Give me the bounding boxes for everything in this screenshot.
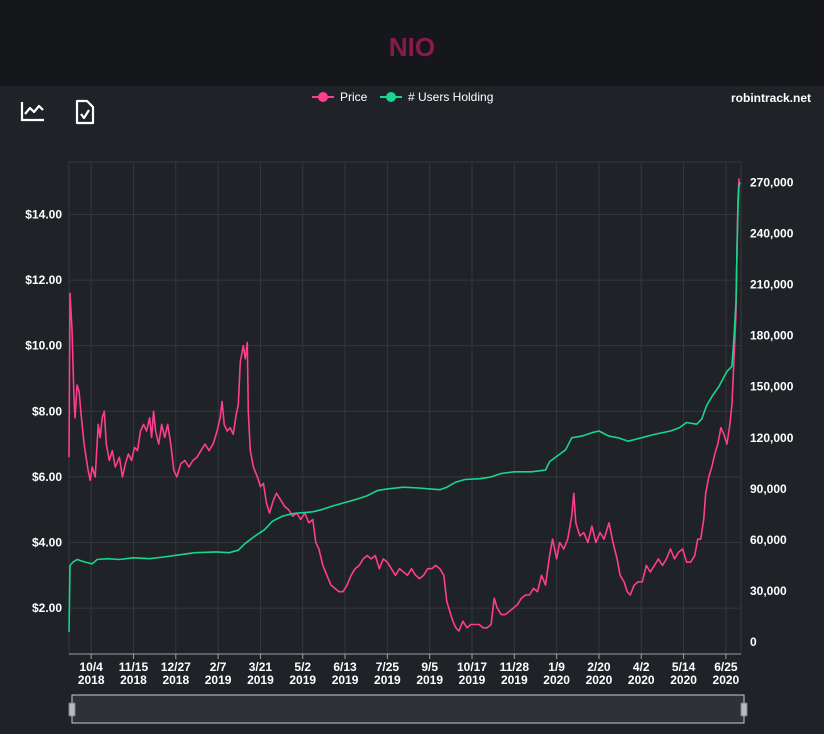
x-tick-year-label: 2019 <box>416 673 443 687</box>
range-slider-left-handle[interactable] <box>68 702 76 717</box>
x-tick-label: 5/2 <box>294 660 311 674</box>
x-tick-label: 1/9 <box>548 660 565 674</box>
x-tick-year-label: 2019 <box>332 673 359 687</box>
x-tick-year-label: 2018 <box>78 673 105 687</box>
y-left-tick-label: $4.00 <box>32 535 62 549</box>
x-tick-label: 5/14 <box>672 660 696 674</box>
brand-label: robintrack.net <box>730 91 811 105</box>
y-left-tick-label: $12.00 <box>25 273 62 287</box>
x-tick-label: 7/25 <box>376 660 400 674</box>
y-right-tick-label: 180,000 <box>750 329 794 343</box>
legend-users-holding[interactable]: # Users Holding <box>408 90 493 104</box>
y-left-tick-label: $8.00 <box>32 404 62 418</box>
x-tick-label: 4/2 <box>633 660 650 674</box>
x-tick-label: 6/25 <box>714 660 738 674</box>
x-tick-year-label: 2019 <box>205 673 232 687</box>
y-left-tick-label: $14.00 <box>25 207 62 221</box>
x-tick-label: 11/15 <box>119 660 149 674</box>
users-holding-series-line <box>68 182 741 632</box>
y-right-tick-label: 270,000 <box>750 175 794 189</box>
y-right-tick-label: 240,000 <box>750 227 794 241</box>
x-tick-year-label: 2019 <box>501 673 528 687</box>
x-tick-label: 6/13 <box>333 660 357 674</box>
x-tick-year-label: 2019 <box>289 673 316 687</box>
x-tick-year-label: 2020 <box>670 673 697 687</box>
price-series-line <box>68 178 740 632</box>
x-tick-label: 2/7 <box>210 660 227 674</box>
x-tick-label: 3/21 <box>249 660 273 674</box>
document-check-icon[interactable] <box>75 99 95 130</box>
x-tick-year-label: 2020 <box>543 673 570 687</box>
x-tick-label: 12/27 <box>161 660 191 674</box>
y-left-tick-label: $6.00 <box>32 470 62 484</box>
y-right-tick-label: 0 <box>750 635 757 649</box>
x-tick-year-label: 2020 <box>628 673 655 687</box>
x-tick-year-label: 2018 <box>120 673 147 687</box>
y-right-tick-label: 120,000 <box>750 431 794 445</box>
plot-frame <box>68 161 742 655</box>
x-tick-year-label: 2020 <box>713 673 740 687</box>
x-tick-year-label: 2019 <box>459 673 486 687</box>
x-tick-year-label: 2020 <box>586 673 613 687</box>
line-chart-icon[interactable] <box>20 100 46 129</box>
legend-price[interactable]: Price <box>340 90 368 104</box>
x-tick-label: 9/5 <box>421 660 438 674</box>
y-left-tick-label: $2.00 <box>32 601 62 615</box>
y-right-tick-label: 60,000 <box>750 533 787 547</box>
y-right-tick-label: 90,000 <box>750 482 787 496</box>
x-tick-label: 10/4 <box>79 660 103 674</box>
legend-swatch-marker[interactable] <box>318 92 328 102</box>
price-users-chart: $2.00 $4.00 $6.00 $8.00 $10.00 $12.00 $14.00 0 3… <box>25 90 794 724</box>
y-left-tick-label: $10.00 <box>25 339 62 353</box>
x-tick-label: 11/28 <box>500 660 530 674</box>
range-slider-right-handle[interactable] <box>740 702 748 717</box>
range-slider-track[interactable] <box>71 694 745 724</box>
header-bar <box>0 0 824 86</box>
x-tick-label: 2/20 <box>587 660 611 674</box>
x-tick-year-label: 2019 <box>374 673 401 687</box>
x-tick-year-label: 2019 <box>247 673 274 687</box>
y-right-tick-label: 150,000 <box>750 380 794 394</box>
page-title: NIO <box>388 32 436 62</box>
x-tick-label: 10/17 <box>457 660 487 674</box>
x-tick-year-label: 2018 <box>162 673 189 687</box>
y-right-tick-label: 30,000 <box>750 584 787 598</box>
y-right-tick-label: 210,000 <box>750 278 794 292</box>
legend-swatch-marker[interactable] <box>386 92 396 102</box>
